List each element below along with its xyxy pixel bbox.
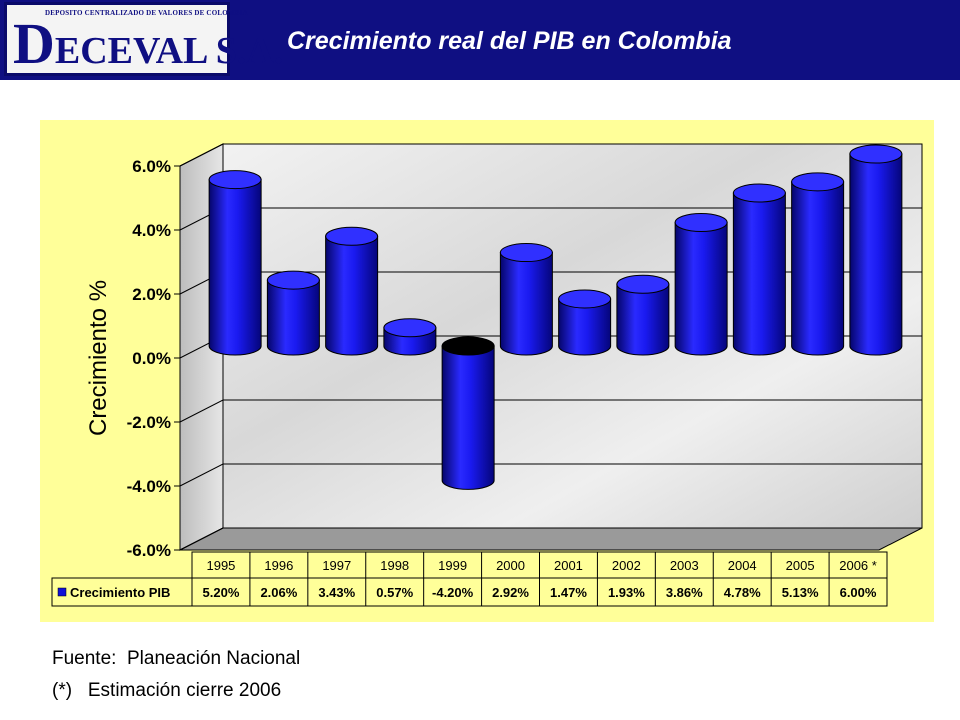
data-label: 5.13% — [782, 585, 819, 600]
x-tick-label: 1995 — [206, 558, 235, 573]
gridline — [179, 143, 922, 167]
estimate-note: (*) Estimación cierre 2006 — [52, 680, 282, 701]
bar-top-2000 — [499, 243, 553, 263]
header-bar: DEPOSITO CENTRALIZADO DE VALORES DE COLO… — [0, 0, 960, 80]
gridline — [179, 527, 922, 551]
logo-wordmark: DECEVAL S.A. — [13, 15, 283, 73]
x-tick-label: 1996 — [264, 558, 293, 573]
y-tick-label: -6.0% — [127, 541, 171, 560]
data-label: 4.78% — [724, 585, 761, 600]
bar-2004 — [732, 192, 786, 356]
bar-2002 — [616, 283, 670, 356]
bar-2005 — [791, 181, 845, 356]
page-title: Crecimiento real del PIB en Colombia — [287, 27, 732, 55]
x-tick-label: 2001 — [554, 558, 583, 573]
data-label: 5.20% — [203, 585, 240, 600]
chart-floor — [179, 527, 923, 551]
bar-top-1999 — [441, 336, 495, 356]
legend-swatch — [57, 587, 67, 597]
y-tick-label: -4.0% — [127, 477, 171, 496]
data-label: 1.93% — [608, 585, 645, 600]
bar-top-1998 — [383, 318, 437, 338]
logo-name: ECEVAL S.A. — [54, 30, 284, 72]
x-tick-label: 2005 — [786, 558, 815, 573]
legend-label: Crecimiento PIB — [70, 585, 170, 600]
x-tick-label: 1999 — [438, 558, 467, 573]
bar-top-2001 — [558, 289, 612, 309]
x-tick-label: 2000 — [496, 558, 525, 573]
bar-top-2003 — [674, 212, 728, 232]
bar-1999 — [441, 345, 495, 490]
bar-1996 — [266, 279, 320, 356]
bar-2000 — [499, 252, 553, 356]
x-tick-label: 1997 — [322, 558, 351, 573]
x-tick-label: 2004 — [728, 558, 757, 573]
y-axis-label: Crecimiento % — [85, 280, 112, 436]
y-tick-label: 2.0% — [132, 285, 171, 304]
data-label: 3.86% — [666, 585, 703, 600]
logo-initial: D — [13, 11, 55, 76]
y-tick-label: -2.0% — [127, 413, 171, 432]
x-tick-label: 2002 — [612, 558, 641, 573]
bar-top-2002 — [616, 274, 670, 294]
x-tick-label: 2003 — [670, 558, 699, 573]
bar-top-1995 — [208, 170, 262, 190]
bar-2001 — [558, 298, 612, 356]
data-label: 2.06% — [260, 585, 297, 600]
gridline — [179, 463, 922, 487]
x-tick-label: 1998 — [380, 558, 409, 573]
source-note: Fuente: Planeación Nacional — [52, 648, 301, 669]
data-label: -4.20% — [432, 585, 474, 600]
bar-2006 — [849, 153, 903, 356]
bar-top-1997 — [325, 226, 379, 246]
data-label: 0.57% — [376, 585, 413, 600]
bar-top-2004 — [732, 183, 786, 203]
bar-top-2005 — [791, 172, 845, 192]
bar-2003 — [674, 221, 728, 356]
data-label: 3.43% — [318, 585, 355, 600]
y-tick-label: 4.0% — [132, 221, 171, 240]
bar-1997 — [325, 235, 379, 356]
deceval-logo: DEPOSITO CENTRALIZADO DE VALORES DE COLO… — [4, 2, 283, 76]
data-label: 1.47% — [550, 585, 587, 600]
bar-1995 — [208, 179, 262, 356]
bar-top-2006 — [849, 144, 903, 164]
x-tick-label: 2006 * — [839, 558, 877, 573]
y-tick-label: 6.0% — [132, 157, 171, 176]
data-label: 6.00% — [840, 585, 877, 600]
bar-top-1996 — [266, 270, 320, 290]
gridline — [179, 399, 922, 423]
y-tick-label: 0.0% — [132, 349, 171, 368]
logo-subtitle: DEPOSITO CENTRALIZADO DE VALORES DE COLO… — [45, 9, 248, 17]
data-label: 2.92% — [492, 585, 529, 600]
